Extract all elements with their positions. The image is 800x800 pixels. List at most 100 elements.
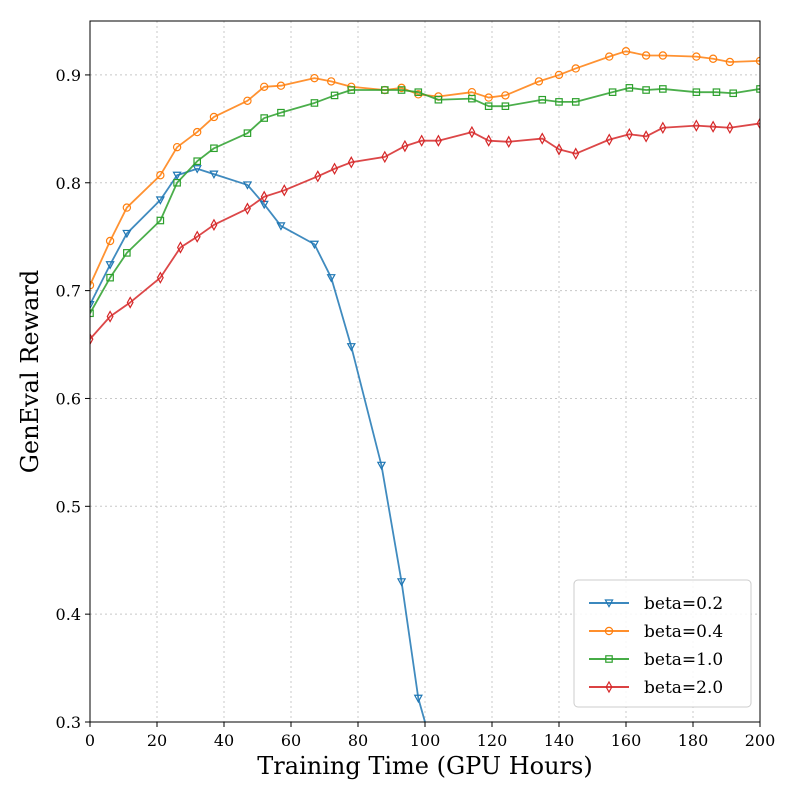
data-point [434, 95, 443, 104]
data-point [193, 230, 201, 243]
data-point [172, 142, 182, 152]
x-tick-label: 40 [214, 731, 234, 750]
data-point [309, 240, 320, 250]
data-point [484, 93, 493, 102]
x-tick-label: 20 [147, 731, 167, 750]
data-point [572, 147, 580, 160]
data-point [192, 165, 202, 174]
data-point [310, 99, 319, 107]
data-point [243, 96, 252, 106]
legend: beta=0.2 beta=0.4 beta=1.0 beta=2.0 [573, 579, 752, 708]
data-point [484, 102, 493, 110]
data-point [641, 51, 651, 60]
x-tick-label: 80 [348, 731, 368, 750]
series-beta-1-0 [90, 84, 760, 318]
data-point [209, 170, 219, 179]
data-point [242, 181, 253, 190]
data-point [709, 120, 717, 133]
data-point [106, 310, 114, 323]
data-point [418, 134, 426, 147]
data-point [126, 296, 134, 309]
data-point [310, 73, 319, 83]
data-point [347, 86, 356, 94]
data-point [625, 84, 634, 92]
data-point [401, 139, 409, 153]
series-beta-2-0 [90, 117, 760, 346]
data-point [755, 56, 760, 66]
data-point [468, 94, 476, 103]
data-point [260, 190, 268, 204]
data-point [621, 46, 631, 56]
data-point [105, 236, 115, 246]
data-point [642, 86, 650, 94]
data-point [659, 85, 667, 93]
data-point [658, 51, 668, 60]
data-point [608, 88, 617, 96]
series-group [90, 46, 760, 722]
y-axis-label: GenEval Reward [16, 270, 44, 473]
data-point [173, 178, 181, 187]
data-point [571, 64, 580, 73]
data-point [347, 156, 355, 169]
data-point [555, 98, 563, 106]
legend-label: beta=0.2 [644, 594, 723, 614]
series-line-beta-0-4 [90, 50, 760, 286]
data-point [708, 54, 718, 63]
data-point [726, 121, 734, 134]
data-point [276, 222, 286, 231]
data-point [692, 88, 701, 96]
data-point [729, 89, 738, 98]
legend-marker [604, 626, 614, 636]
data-point [156, 271, 164, 284]
x-tick-label: 140 [544, 731, 575, 750]
data-point [376, 461, 387, 471]
data-point [122, 203, 132, 212]
series-line-beta-0-2 [90, 167, 426, 722]
data-point [756, 117, 760, 130]
y-tick-label: 0.4 [56, 605, 81, 624]
data-point [155, 196, 165, 205]
data-point [260, 114, 269, 122]
y-tick-label: 0.8 [56, 174, 81, 193]
data-point [381, 86, 389, 94]
data-point [605, 52, 614, 61]
data-point [468, 125, 476, 139]
data-point [642, 130, 650, 143]
y-tick-label: 0.7 [56, 282, 81, 301]
data-point [243, 129, 252, 137]
data-point [326, 274, 336, 283]
legend-marker [604, 599, 614, 608]
data-point [105, 261, 115, 270]
data-point [210, 144, 218, 153]
series-beta-0-2 [90, 165, 426, 722]
data-point [554, 70, 564, 80]
x-tick-label: 100 [410, 731, 441, 750]
data-point [122, 229, 132, 239]
data-point [501, 91, 510, 100]
data-point [277, 108, 285, 117]
data-point [123, 249, 131, 257]
data-point [534, 77, 544, 86]
data-point [327, 77, 336, 86]
data-point [414, 88, 423, 96]
legend-label: beta=0.4 [644, 622, 723, 642]
data-point [156, 216, 165, 225]
data-point [243, 202, 251, 215]
data-point [538, 132, 546, 145]
series-line-beta-1-0 [90, 86, 760, 314]
data-point [209, 112, 219, 122]
y-tick-label: 0.5 [56, 497, 81, 516]
data-point [625, 128, 633, 141]
data-point [346, 343, 356, 352]
x-tick-label: 0 [85, 731, 95, 750]
axis-ticks: 0 20 40 60 80 100 120 140 160 180 200 0.3 0.4 0.5 0.6 0… [56, 66, 776, 750]
data-point [280, 184, 288, 197]
data-point [90, 332, 94, 346]
x-tick-label: 60 [281, 731, 301, 750]
data-point [314, 170, 322, 183]
data-point [381, 150, 389, 164]
legend-label: beta=1.0 [644, 650, 723, 670]
data-point [330, 91, 339, 100]
legend-label: beta=2.0 [644, 678, 723, 698]
